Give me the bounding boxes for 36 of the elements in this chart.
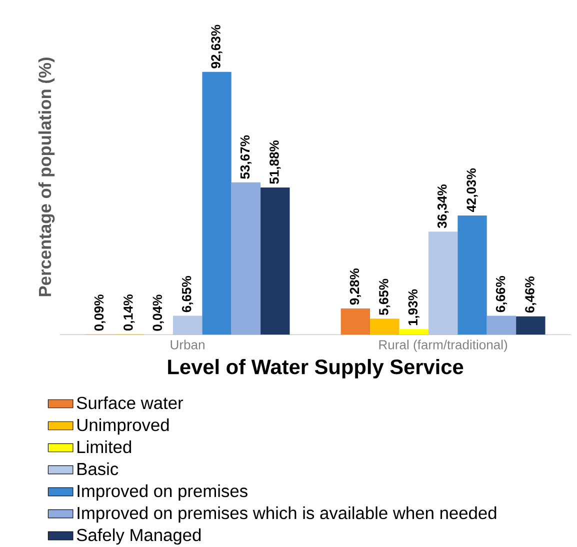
data-label: 51,88% [270,140,281,184]
bar [370,318,400,335]
bar [516,316,546,335]
bar [340,308,370,335]
y-axis-title: Percentage of population (%) [38,58,55,296]
x-tick-label: Urban [170,340,204,350]
data-label: 5,65% [379,278,390,316]
x-tick-label: Rural (farm/traditional) [379,340,508,352]
bar [486,316,516,335]
bar [202,72,232,335]
legend-label: Basic [78,462,118,476]
data-label: 0,04% [152,294,164,331]
data-label: 6,46% [525,276,536,313]
data-label: 92,63% [211,24,222,68]
data-label: 53,67% [240,135,252,179]
data-label: 9,28% [350,268,361,305]
bar [231,182,261,335]
data-label: 0,14% [124,294,135,331]
bar [172,316,202,335]
data-label: 6,66% [496,276,508,312]
data-label: 36,34% [437,184,449,228]
bar [428,232,458,335]
data-label: 42,03% [466,168,478,212]
legend-label: Unimproved [77,418,169,435]
x-axis-title: Level of Water Supply Service [168,359,464,378]
bar [260,188,290,335]
legend-label: Improved on premises which is available when needed [78,506,496,523]
legend-label: Improved on premises [78,484,248,501]
legend-label: Limited [78,440,132,454]
bar [458,215,487,335]
data-label: 0,09% [94,294,106,331]
bar [399,329,428,335]
data-label: 6,65% [182,276,194,312]
legend-label: Surface water [76,396,184,410]
legend-label: Safely Managed [76,528,201,545]
data-label: 1,93% [408,289,420,326]
